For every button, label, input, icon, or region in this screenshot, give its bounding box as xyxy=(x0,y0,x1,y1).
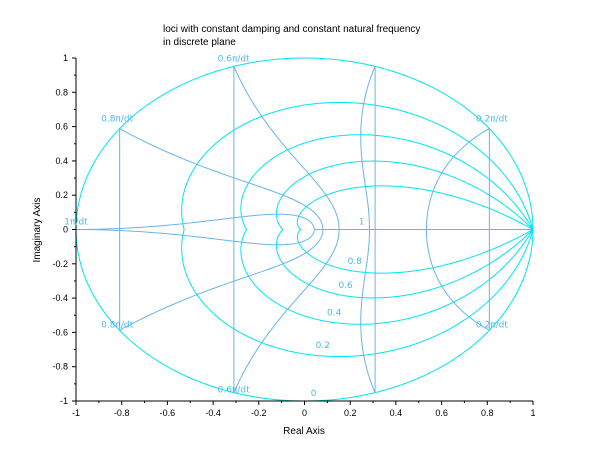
y-tick-label: 1 xyxy=(63,53,68,63)
damping-label: 0.4 xyxy=(327,308,342,318)
x-tick-label: 0.4 xyxy=(390,408,403,418)
x-tick-label: 0.8 xyxy=(481,408,494,418)
y-tick-label: -0.4 xyxy=(52,293,68,303)
frequency-label: 0.2π/dt xyxy=(476,320,508,330)
damping-locus-0_2 xyxy=(181,101,534,358)
frequency-label: 0.6π/dt xyxy=(218,54,250,64)
y-tick-label: -0.2 xyxy=(52,259,68,269)
loci-curves xyxy=(75,57,534,402)
x-axis-label: Real Axis xyxy=(283,426,325,437)
frequency-label: 1π/dt xyxy=(64,217,88,227)
frequency-label: 0.8π/dt xyxy=(101,114,133,124)
damping-label: 0.2 xyxy=(316,341,330,351)
damping-locus-0_8 xyxy=(296,185,534,274)
x-tick-label: -0.2 xyxy=(251,408,267,418)
x-tick-label: -0.6 xyxy=(160,408,176,418)
damping-locus-0_4 xyxy=(240,134,534,325)
frequency-label: 0.2π/dt xyxy=(476,114,508,124)
frequency-label: 0.8π/dt xyxy=(101,320,133,330)
y-tick-label: 0.6 xyxy=(55,122,68,132)
frequency-label: 0.6π/dt xyxy=(218,385,250,395)
x-tick-label: -0.8 xyxy=(114,408,130,418)
frequency-locus-0_2 xyxy=(425,127,490,332)
damping-label: 0.6 xyxy=(338,281,353,291)
chart-title-line-1: loci with constant damping and constant … xyxy=(163,24,420,35)
y-tick-label: 0.8 xyxy=(55,87,68,97)
frequency-locus-0_4 xyxy=(360,66,376,393)
y-tick-label: -0.6 xyxy=(52,327,68,337)
y-tick-label: 0 xyxy=(63,225,68,235)
frequency-locus-0_8 xyxy=(119,127,324,332)
x-tick-label: 0.2 xyxy=(344,408,357,418)
damping-label: 0 xyxy=(311,389,317,399)
tick-marks: -1 -0.8 -0.6 -0.4 -0.2 0 0.2 0.4 0.6 0.8 1 -1 -0.8 -0… xyxy=(52,53,535,418)
y-tick-label: -0.8 xyxy=(52,362,68,372)
frequency-locus-0_6 xyxy=(233,66,340,393)
x-tick-label: -0.4 xyxy=(205,408,221,418)
damping-label: 0.8 xyxy=(348,257,363,267)
x-tick-label: -1 xyxy=(72,408,80,418)
y-tick-label: 0.2 xyxy=(55,190,68,200)
x-tick-label: 1 xyxy=(530,408,535,418)
frequency-locus-1 xyxy=(75,213,315,246)
y-tick-label: -1 xyxy=(60,396,68,406)
y-axis-label: Imaginary Axis xyxy=(32,197,43,262)
x-tick-label: 0 xyxy=(302,408,307,418)
curve-labels: 0 0.2 0.4 0.6 0.8 1 0.2π/dt 0.2π/dt 0.6π/dt 0.6π/… xyxy=(64,54,508,398)
y-tick-label: 0.4 xyxy=(55,156,68,166)
damping-label: 1 xyxy=(359,217,365,227)
damping-locus-0_6 xyxy=(275,160,534,299)
chart-title-line-2: in discrete plane xyxy=(163,37,236,48)
x-tick-label: 0.6 xyxy=(435,408,448,418)
